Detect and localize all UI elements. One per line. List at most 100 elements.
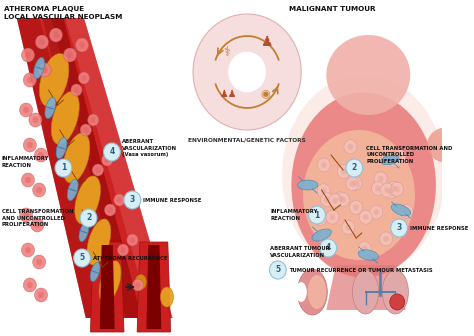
Text: ♟: ♟ bbox=[261, 35, 274, 49]
Circle shape bbox=[384, 187, 390, 193]
Circle shape bbox=[397, 154, 402, 160]
Circle shape bbox=[400, 204, 413, 218]
Circle shape bbox=[33, 255, 46, 269]
Text: CELL TRANSFORMATION AND
UNCONTROLLED
PROLIFERATION: CELL TRANSFORMATION AND UNCONTROLLED PRO… bbox=[366, 146, 453, 164]
Polygon shape bbox=[17, 18, 173, 318]
Polygon shape bbox=[43, 18, 142, 318]
Circle shape bbox=[270, 261, 286, 279]
Circle shape bbox=[49, 28, 63, 42]
Text: TUMOUR RECURRENCE OR TUMOUR METASTASIS: TUMOUR RECURRENCE OR TUMOUR METASTASIS bbox=[289, 267, 433, 272]
Circle shape bbox=[346, 177, 359, 191]
Ellipse shape bbox=[90, 262, 100, 282]
Circle shape bbox=[27, 282, 33, 288]
Circle shape bbox=[347, 144, 353, 150]
Circle shape bbox=[346, 224, 351, 230]
Circle shape bbox=[23, 73, 36, 87]
Circle shape bbox=[381, 183, 393, 197]
Text: ◉: ◉ bbox=[261, 89, 271, 99]
Circle shape bbox=[136, 282, 140, 288]
Text: 5: 5 bbox=[275, 265, 281, 275]
Circle shape bbox=[108, 207, 112, 213]
Polygon shape bbox=[43, 18, 126, 318]
Polygon shape bbox=[91, 242, 124, 332]
Circle shape bbox=[64, 48, 76, 62]
Circle shape bbox=[75, 38, 89, 52]
Circle shape bbox=[53, 32, 59, 38]
Circle shape bbox=[33, 117, 38, 123]
Ellipse shape bbox=[99, 261, 121, 303]
Polygon shape bbox=[17, 18, 121, 318]
Circle shape bbox=[74, 87, 79, 93]
Circle shape bbox=[88, 114, 99, 126]
Ellipse shape bbox=[358, 250, 378, 260]
Ellipse shape bbox=[75, 176, 100, 224]
Ellipse shape bbox=[34, 57, 45, 79]
Circle shape bbox=[380, 232, 392, 246]
Circle shape bbox=[73, 249, 91, 267]
Circle shape bbox=[29, 113, 42, 127]
Ellipse shape bbox=[383, 270, 409, 314]
Circle shape bbox=[35, 288, 47, 302]
Ellipse shape bbox=[353, 270, 379, 314]
Text: 2: 2 bbox=[352, 164, 357, 172]
Circle shape bbox=[71, 84, 82, 96]
Circle shape bbox=[384, 185, 397, 199]
Circle shape bbox=[332, 198, 337, 204]
Circle shape bbox=[78, 72, 90, 84]
Circle shape bbox=[324, 197, 330, 203]
Circle shape bbox=[370, 205, 383, 219]
Circle shape bbox=[42, 67, 48, 73]
Circle shape bbox=[328, 194, 341, 208]
Ellipse shape bbox=[292, 92, 436, 278]
Circle shape bbox=[387, 181, 400, 195]
Text: IMMUNE RESPONSE: IMMUNE RESPONSE bbox=[143, 198, 201, 203]
Circle shape bbox=[91, 117, 96, 123]
Ellipse shape bbox=[327, 35, 410, 115]
Circle shape bbox=[378, 176, 383, 182]
Circle shape bbox=[337, 193, 349, 207]
Ellipse shape bbox=[45, 97, 56, 119]
Circle shape bbox=[103, 143, 120, 161]
Ellipse shape bbox=[298, 269, 327, 315]
Circle shape bbox=[124, 191, 141, 209]
Circle shape bbox=[383, 236, 389, 242]
Text: CELL TRANSFORMATION
AND UNCONTROLLED
PROLIFERATION: CELL TRANSFORMATION AND UNCONTROLLED PRO… bbox=[2, 209, 73, 227]
Polygon shape bbox=[327, 265, 406, 310]
Ellipse shape bbox=[79, 222, 89, 242]
Text: ATHEROMA RECURRENCE: ATHEROMA RECURRENCE bbox=[93, 255, 168, 260]
Circle shape bbox=[67, 52, 73, 58]
Ellipse shape bbox=[312, 229, 331, 241]
Text: 2: 2 bbox=[86, 213, 91, 222]
Circle shape bbox=[36, 35, 48, 49]
Text: ♟♟: ♟♟ bbox=[219, 89, 237, 99]
Polygon shape bbox=[146, 245, 161, 329]
Ellipse shape bbox=[56, 137, 67, 159]
Circle shape bbox=[372, 181, 384, 196]
Text: INFLAMMATORY
REACTION: INFLAMMATORY REACTION bbox=[270, 209, 318, 221]
Circle shape bbox=[80, 209, 97, 227]
Circle shape bbox=[314, 211, 327, 225]
Circle shape bbox=[25, 177, 31, 183]
Circle shape bbox=[38, 152, 44, 158]
Circle shape bbox=[326, 210, 339, 224]
Ellipse shape bbox=[282, 75, 445, 275]
Circle shape bbox=[193, 14, 301, 130]
Circle shape bbox=[19, 208, 33, 222]
Text: ENVIRONMENTAL/GENETIC FACTORS: ENVIRONMENTAL/GENETIC FACTORS bbox=[188, 138, 306, 143]
Text: ABERRANT TUMOUR
VASCULARIZATION: ABERRANT TUMOUR VASCULARIZATION bbox=[270, 246, 330, 258]
Circle shape bbox=[317, 158, 330, 172]
Circle shape bbox=[83, 127, 88, 133]
Circle shape bbox=[101, 154, 113, 166]
Circle shape bbox=[346, 159, 363, 177]
Ellipse shape bbox=[427, 127, 465, 163]
Circle shape bbox=[392, 157, 398, 163]
Text: ABERRANT
VASCULARIZATION
(Vasa vasorum): ABERRANT VASCULARIZATION (Vasa vasorum) bbox=[122, 139, 177, 157]
Ellipse shape bbox=[308, 275, 327, 309]
Ellipse shape bbox=[303, 130, 415, 260]
Circle shape bbox=[375, 185, 381, 192]
Polygon shape bbox=[100, 245, 115, 329]
Circle shape bbox=[35, 148, 47, 162]
Circle shape bbox=[36, 259, 42, 265]
Circle shape bbox=[342, 220, 355, 235]
Circle shape bbox=[36, 187, 42, 193]
